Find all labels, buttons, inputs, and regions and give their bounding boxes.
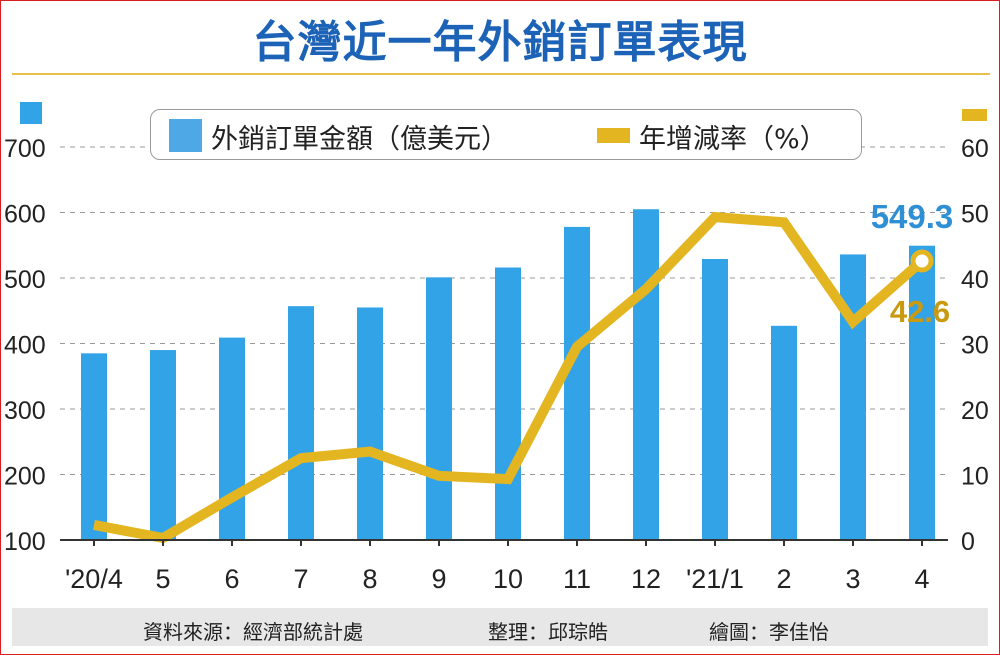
left-axis-tick-label: 700 xyxy=(4,135,46,163)
rate-end-marker xyxy=(910,249,934,273)
bar-value-label: 549.3 xyxy=(871,198,954,235)
right-axis-tick-label: 60 xyxy=(961,135,989,163)
chart-legend: 外銷訂單金額（億美元） 年增減率（%） xyxy=(150,109,862,160)
bar xyxy=(150,350,176,540)
left-axis-tick-label: 300 xyxy=(4,397,46,425)
rate-line xyxy=(93,211,926,544)
bar xyxy=(840,254,866,541)
x-axis-tick-label: 10 xyxy=(493,564,523,594)
left-axis-series-marker xyxy=(20,102,42,124)
left-axis-tick-label: 600 xyxy=(4,201,46,229)
bar xyxy=(771,325,797,540)
chart-footer: 資料來源：經濟部統計處 整理：邱琮皓 繪圖：李佳怡 xyxy=(12,608,988,646)
x-axis-tick-label: 5 xyxy=(155,564,170,594)
bar xyxy=(702,259,728,540)
rate-value-label: 42.6 xyxy=(890,294,950,329)
x-axis-tick-label: 3 xyxy=(845,564,860,594)
right-axis-tick-label: 0 xyxy=(961,528,975,556)
legend-bar-swatch xyxy=(169,119,202,152)
right-axis-tick-label: 20 xyxy=(961,397,989,425)
x-axis-tick-label: '21/1 xyxy=(686,564,744,594)
x-axis-tick-label: '20/4 xyxy=(65,564,123,594)
bar xyxy=(633,209,659,540)
bar xyxy=(288,306,314,540)
bar xyxy=(219,337,245,540)
legend-line-label: 年增減率（%） xyxy=(639,124,827,155)
footer-artist: 繪圖：李佳怡 xyxy=(709,620,829,644)
right-axis-series-marker xyxy=(962,109,987,121)
bar xyxy=(564,226,590,540)
left-axis-tick-label: 500 xyxy=(4,266,46,294)
chart-plot: 100 200 300 400 500 600 700 0 10 20 30 40 50 60 '20/4 5… xyxy=(4,135,989,594)
right-axis-tick-label: 10 xyxy=(961,463,989,491)
x-axis-tick-label: 6 xyxy=(224,564,239,594)
left-axis-tick-label: 100 xyxy=(4,528,46,556)
bar xyxy=(81,353,107,540)
left-axis-tick-label: 200 xyxy=(4,463,46,491)
x-axis-tick-label: 7 xyxy=(293,564,308,594)
x-axis-tick-label: 11 xyxy=(563,564,591,594)
title-divider xyxy=(12,73,990,75)
bar xyxy=(357,307,383,540)
bar xyxy=(909,245,935,540)
x-axis-tick-label: 12 xyxy=(631,564,661,594)
legend-bar-label: 外銷訂單金額（億美元） xyxy=(211,124,508,155)
footer-editor: 整理：邱琮皓 xyxy=(488,620,608,644)
x-axis-tick-label: 4 xyxy=(914,564,929,594)
bar xyxy=(426,277,452,540)
legend-line-swatch xyxy=(597,128,630,143)
x-axis-tick-label: 8 xyxy=(362,564,377,594)
bar xyxy=(495,267,521,540)
x-axis-tick-label: 9 xyxy=(431,564,446,594)
footer-source: 資料來源：經濟部統計處 xyxy=(143,620,363,644)
x-axis-tick-label: 2 xyxy=(776,564,791,594)
chart-title: 台灣近一年外銷訂單表現 xyxy=(252,17,748,68)
right-axis-tick-label: 40 xyxy=(961,266,989,294)
left-axis-tick-label: 400 xyxy=(4,332,46,360)
right-axis-tick-label: 30 xyxy=(961,332,989,360)
right-axis-tick-label: 50 xyxy=(961,201,989,229)
